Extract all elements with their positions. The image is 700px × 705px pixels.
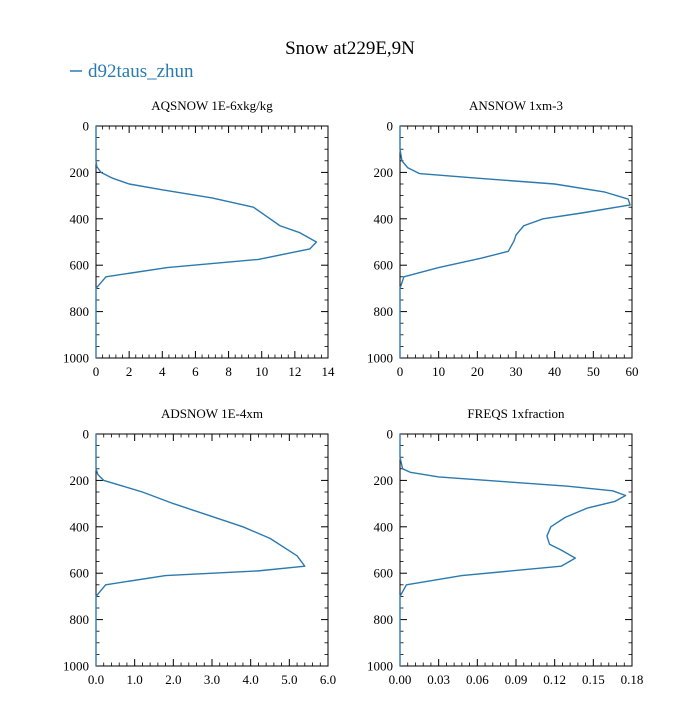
series-line xyxy=(399,126,631,358)
y-tick-label: 0 xyxy=(387,119,394,134)
y-tick-label: 1000 xyxy=(63,351,89,366)
panel-4: FREQS 1xfraction 0.00 0.03 0.06 0.09 0.12 0.15… xyxy=(367,406,643,687)
x-tick-label: 0.00 xyxy=(389,672,412,687)
y-tick-label: 800 xyxy=(374,304,394,319)
panel-title: ANSNOW 1xm-3 xyxy=(469,98,563,113)
plot-frame xyxy=(95,433,329,667)
x-tick-label: 50 xyxy=(587,364,600,379)
x-tick-label: 6 xyxy=(192,364,199,379)
x-tick-label: 0.06 xyxy=(466,672,489,687)
y-tick-label: 400 xyxy=(70,211,90,226)
y-tick-label: 200 xyxy=(374,165,394,180)
x-tick-label: 10 xyxy=(432,364,445,379)
x-tick-label: 30 xyxy=(510,364,523,379)
y-tick-label: 1000 xyxy=(367,351,393,366)
plot-frame xyxy=(399,125,633,359)
plot-frame xyxy=(399,433,633,667)
y-tick-label: 200 xyxy=(70,165,90,180)
y-tick-label: 1000 xyxy=(63,659,89,674)
x-tick-label: 0.15 xyxy=(582,672,605,687)
panel-title: ADSNOW 1E-4xm xyxy=(161,406,263,421)
y-tick-label: 600 xyxy=(70,566,90,581)
x-tick-label: 20 xyxy=(471,364,484,379)
x-tick-label: 40 xyxy=(548,364,561,379)
y-tick-label: 800 xyxy=(374,612,394,627)
x-tick-label: 4.0 xyxy=(243,672,259,687)
x-tick-label: 0 xyxy=(93,364,100,379)
x-tick-label: 0.03 xyxy=(427,672,450,687)
y-tick-label: 800 xyxy=(70,304,90,319)
x-tick-label: 2 xyxy=(126,364,133,379)
x-tick-label: 5.0 xyxy=(281,672,297,687)
x-tick-label: 0.0 xyxy=(88,672,104,687)
x-tick-label: 60 xyxy=(626,364,639,379)
x-tick-label: 0.12 xyxy=(543,672,566,687)
x-tick-label: 10 xyxy=(255,364,268,379)
series-line xyxy=(95,434,306,666)
x-tick-label: 12 xyxy=(288,364,301,379)
figure-title: Snow at229E,9N xyxy=(285,38,415,59)
y-tick-label: 600 xyxy=(374,566,394,581)
series-line xyxy=(95,126,318,358)
x-tick-label: 8 xyxy=(225,364,232,379)
x-tick-label: 6.0 xyxy=(320,672,336,687)
y-tick-label: 600 xyxy=(374,258,394,273)
x-tick-label: 0.09 xyxy=(505,672,528,687)
x-tick-label: 0.18 xyxy=(621,672,644,687)
y-tick-label: 600 xyxy=(70,258,90,273)
x-tick-label: 4 xyxy=(159,364,166,379)
series-line xyxy=(399,434,627,666)
x-tick-label: 1.0 xyxy=(127,672,143,687)
y-tick-label: 400 xyxy=(374,519,394,534)
x-tick-label: 0 xyxy=(397,364,404,379)
panel-title: AQSNOW 1E-6xkg/kg xyxy=(151,98,273,113)
y-tick-label: 400 xyxy=(374,211,394,226)
panel-2: ANSNOW 1xm-30 10 20 30 40 50 60020040060080010… xyxy=(367,98,639,379)
y-tick-label: 0 xyxy=(83,119,90,134)
y-tick-label: 0 xyxy=(387,427,394,442)
x-tick-label: 3.0 xyxy=(204,672,220,687)
y-tick-label: 200 xyxy=(70,473,90,488)
panel-3: ADSNOW 1E-4xm 0.0 1.0 2.0 3.0 4.0 5.0 6.0 0 200 40… xyxy=(63,406,336,687)
panels-group: AQSNOW 1E-6xkg/kg0 2 4 6 8 10 12 14020040060080… xyxy=(63,98,643,687)
y-tick-label: 400 xyxy=(70,519,90,534)
x-tick-label: 2.0 xyxy=(165,672,181,687)
panel-title: FREQS 1xfraction xyxy=(467,406,565,421)
y-tick-label: 200 xyxy=(374,473,394,488)
legend-label: d92taus_zhun xyxy=(88,61,194,82)
x-tick-label: 14 xyxy=(322,364,336,379)
y-tick-label: 0 xyxy=(83,427,90,442)
plot-frame xyxy=(95,125,329,359)
y-tick-label: 800 xyxy=(70,612,90,627)
panel-1: AQSNOW 1E-6xkg/kg 0 2 4 6 8 10 12 14 0 200 400 600 80… xyxy=(63,98,335,379)
y-tick-label: 1000 xyxy=(367,659,393,674)
